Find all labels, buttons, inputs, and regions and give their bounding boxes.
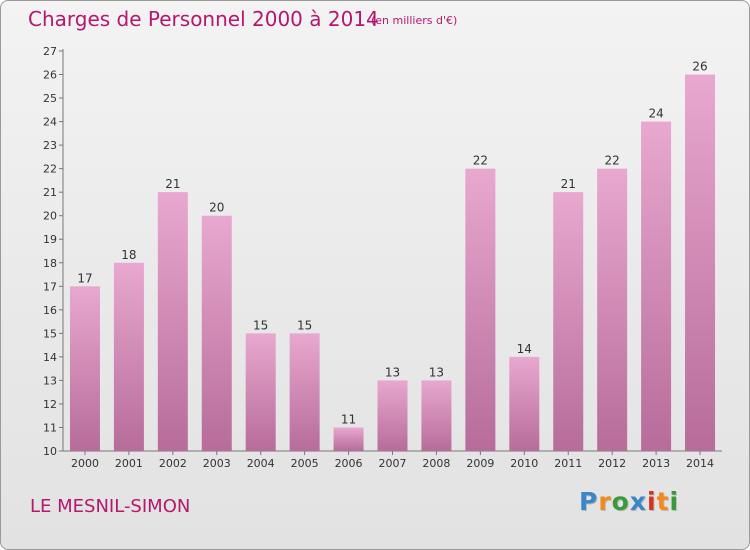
data-label-2006: 11 <box>341 412 356 426</box>
bar-2003 <box>201 215 232 451</box>
x-tick-label: 2013 <box>642 457 670 470</box>
data-label-2001: 18 <box>121 248 136 262</box>
data-label-2003: 20 <box>209 201 224 215</box>
bar-2008 <box>421 380 452 451</box>
x-tick-label: 2001 <box>115 457 143 470</box>
data-label-2013: 24 <box>648 107 663 121</box>
data-label-2009: 22 <box>473 154 488 168</box>
bar-2005 <box>289 333 320 451</box>
proxiti-logo[interactable]: Proxiti <box>579 487 680 516</box>
y-tick-label: 23 <box>43 139 57 152</box>
data-label-2011: 21 <box>561 177 576 191</box>
x-tick-label: 2006 <box>335 457 363 470</box>
bar-2002 <box>157 192 188 452</box>
bar-2010 <box>509 356 540 451</box>
x-tick-label: 2014 <box>686 457 714 470</box>
data-label-2010: 14 <box>517 342 532 356</box>
y-tick-label: 14 <box>43 351 57 364</box>
data-label-2004: 15 <box>253 318 268 332</box>
x-tick-label: 2004 <box>247 457 275 470</box>
y-tick-label: 16 <box>43 304 57 317</box>
commune-name: LE MESNIL-SIMON <box>30 496 191 517</box>
data-label-2000: 17 <box>77 271 92 285</box>
x-tick-label: 2010 <box>510 457 538 470</box>
bar-2009 <box>465 168 496 451</box>
x-tick-label: 2002 <box>159 457 187 470</box>
y-tick-label: 17 <box>43 280 57 293</box>
y-tick-label: 22 <box>43 163 57 176</box>
y-tick-label: 12 <box>43 398 57 411</box>
bar-2011 <box>553 192 584 452</box>
y-tick-label: 24 <box>43 116 57 129</box>
x-tick-label: 2003 <box>203 457 231 470</box>
x-tick-label: 2000 <box>71 457 99 470</box>
bar-2013 <box>641 121 672 452</box>
data-label-2012: 22 <box>605 154 620 168</box>
bar-2000 <box>69 286 100 451</box>
bar-2014 <box>685 74 716 451</box>
y-tick-label: 10 <box>43 445 57 458</box>
bar-2004 <box>245 333 276 451</box>
data-label-2008: 13 <box>429 365 444 379</box>
y-tick-label: 25 <box>43 92 57 105</box>
bar-2006 <box>333 427 364 451</box>
y-tick-label: 26 <box>43 69 57 82</box>
y-tick-label: 19 <box>43 233 57 246</box>
bar-2007 <box>377 380 408 451</box>
data-label-2002: 21 <box>165 177 180 191</box>
bar-2001 <box>113 262 144 451</box>
data-label-2014: 26 <box>692 60 707 74</box>
y-tick-label: 11 <box>43 421 57 434</box>
x-tick-label: 2005 <box>291 457 319 470</box>
x-tick-label: 2012 <box>598 457 626 470</box>
y-tick-label: 27 <box>43 45 57 58</box>
x-tick-label: 2011 <box>554 457 582 470</box>
y-tick-label: 13 <box>43 374 57 387</box>
data-label-2005: 15 <box>297 318 312 332</box>
y-tick-label: 20 <box>43 210 57 223</box>
bar-2012 <box>597 168 628 451</box>
chart-subtitle: (en milliers d'€) <box>371 14 458 27</box>
x-tick-label: 2007 <box>379 457 407 470</box>
y-tick-label: 21 <box>43 186 57 199</box>
x-tick-label: 2008 <box>422 457 450 470</box>
chart-title: Charges de Personnel 2000 à 2014 <box>28 7 379 31</box>
y-tick-label: 18 <box>43 257 57 270</box>
data-label-2007: 13 <box>385 365 400 379</box>
y-tick-label: 15 <box>43 327 57 340</box>
x-tick-label: 2009 <box>466 457 494 470</box>
